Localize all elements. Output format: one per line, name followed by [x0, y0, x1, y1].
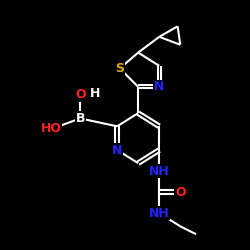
- Text: O: O: [75, 88, 86, 101]
- Text: HO: HO: [41, 122, 62, 136]
- Text: B: B: [76, 112, 85, 125]
- Text: O: O: [175, 186, 186, 198]
- Text: H: H: [90, 87, 100, 100]
- Text: S: S: [115, 62, 124, 75]
- Text: N: N: [154, 80, 164, 93]
- Text: NH: NH: [149, 207, 170, 220]
- Text: NH: NH: [149, 164, 170, 177]
- Text: N: N: [112, 144, 122, 156]
